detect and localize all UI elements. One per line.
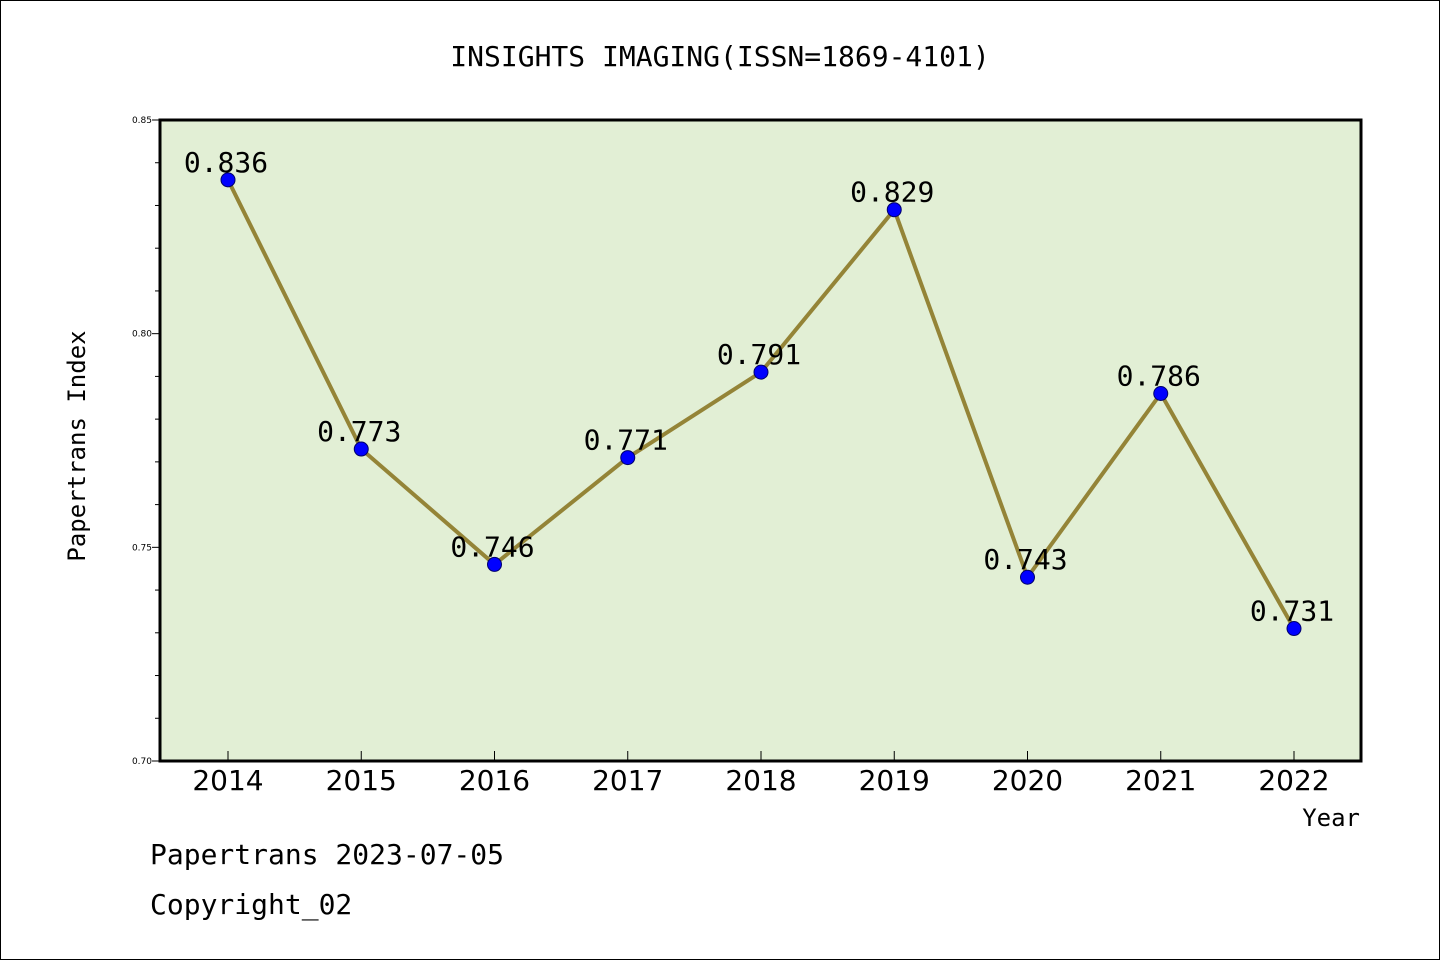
footer-copyright: Copyright_02 (150, 888, 352, 922)
data-label: 0.743 (983, 543, 1067, 576)
data-point (886, 202, 902, 218)
data-point (1153, 385, 1169, 401)
data-label: 0.746 (450, 530, 534, 563)
data-label: 0.836 (184, 146, 268, 179)
data-label: 0.791 (717, 338, 801, 371)
y-tick-label: 0.70 (132, 757, 152, 767)
plot-area (160, 120, 1361, 761)
data-point (1020, 569, 1035, 585)
x-tick-label: 2016 (459, 764, 530, 797)
x-tick-label: 2019 (859, 764, 930, 797)
data-label: 0.731 (1250, 595, 1334, 628)
data-point (753, 364, 769, 380)
data-point (353, 441, 369, 457)
plot-border (158, 118, 1363, 763)
data-label: 0.829 (850, 176, 934, 209)
data-point (1286, 621, 1302, 637)
x-tick-label: 2022 (1258, 764, 1329, 797)
y-axis-ticks: 0.70 0.75 0.80 0.85 (132, 116, 160, 767)
data-point (220, 172, 236, 188)
data-point (620, 450, 636, 466)
data-label: 0.773 (317, 415, 401, 448)
x-tick-label: 2015 (326, 764, 397, 797)
y-tick-label: 0.80 (132, 330, 152, 340)
y-tick-label: 0.75 (132, 543, 152, 553)
y-axis-label: Papertrans Index (63, 330, 91, 561)
x-axis-ticks: 2014 2015 2016 2017 2018 2019 2020 2021 2022 (192, 751, 1330, 797)
footer-date: Papertrans 2023-07-05 (150, 838, 504, 871)
x-axis-label: Year (1302, 804, 1360, 832)
x-tick-label: 2020 (992, 764, 1063, 797)
x-tick-label: 2018 (725, 764, 796, 797)
y-tick-label: 0.85 (132, 116, 152, 126)
x-tick-label: 2021 (1125, 764, 1196, 797)
data-label: 0.771 (584, 424, 668, 457)
data-label: 0.786 (1117, 359, 1201, 392)
x-tick-label: 2017 (592, 764, 663, 797)
x-tick-label: 2014 (192, 764, 263, 797)
data-labels: 0.836 0.773 0.746 0.771 0.791 0.829 0.743 0.786… (184, 146, 1334, 628)
data-markers (220, 172, 1302, 637)
data-point (487, 556, 502, 572)
chart-title: INSIGHTS IMAGING(ISSN=1869-4101) (450, 40, 989, 73)
